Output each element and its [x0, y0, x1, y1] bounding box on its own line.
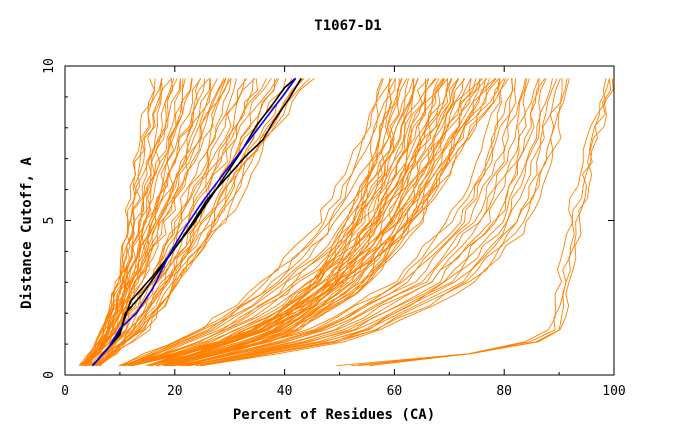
model-curve [336, 78, 607, 367]
model-curve [163, 78, 452, 367]
model-curve [86, 78, 227, 367]
model-curve [80, 78, 178, 367]
y-tick-label: 0 [42, 371, 57, 379]
model-curve [82, 78, 225, 367]
y-axis-label: Distance Cutoff, A [19, 157, 35, 309]
model-curve [120, 78, 408, 367]
model-curve [98, 78, 278, 367]
highlight-curves [91, 77, 302, 367]
model-curve [195, 78, 558, 367]
y-tick-label: 10 [42, 58, 57, 74]
model-curve [95, 78, 310, 367]
model-curve [124, 78, 466, 367]
model-curve [173, 78, 506, 367]
x-tick-label: 100 [602, 384, 625, 399]
model-curve [149, 78, 396, 367]
y-tick-label: 5 [42, 217, 57, 225]
highlight-curve [91, 77, 297, 367]
model-curve [96, 78, 272, 366]
model-curve [187, 78, 546, 367]
model-curve [123, 78, 453, 367]
model-curve [94, 78, 315, 367]
model-curve [156, 78, 430, 367]
model-curve [358, 78, 612, 367]
model-curve [183, 78, 526, 367]
model-curve [170, 78, 500, 367]
x-tick-label: 0 [61, 384, 69, 399]
model-curve [132, 78, 497, 367]
model-curve [118, 78, 393, 367]
x-tick-label: 80 [496, 384, 512, 399]
model-curve [182, 78, 517, 367]
model-curve [200, 78, 568, 367]
model-curve [186, 78, 540, 367]
axis-ticks: 0 20 40 60 80 100 0 5 10 [42, 58, 626, 399]
model-curve [156, 78, 444, 367]
model-curve [130, 78, 505, 367]
model-curve [166, 78, 460, 367]
model-curve [78, 78, 175, 366]
chart-title: T1067-D1 [314, 18, 381, 34]
model-curve [124, 78, 445, 367]
model-curve [123, 78, 446, 367]
model-curve [201, 78, 570, 367]
model-curve [94, 78, 232, 366]
model-curve [81, 78, 201, 367]
model-curve [86, 78, 174, 366]
model-curve [83, 78, 193, 366]
model-curve [162, 78, 464, 367]
model-curve [189, 78, 547, 367]
model-curve [171, 78, 477, 367]
model-curve [78, 78, 163, 367]
model-curve [96, 78, 246, 366]
model-curve [94, 78, 276, 366]
model-curve [97, 78, 305, 367]
model-curve [157, 78, 419, 367]
model-curve [169, 78, 500, 367]
model-curve [83, 78, 163, 366]
model-curve [164, 78, 449, 367]
model-curve [157, 78, 409, 367]
model-curve [145, 78, 391, 367]
model-curve [80, 78, 181, 367]
model-curve [200, 78, 563, 367]
model-curve [165, 78, 472, 367]
model-curve [122, 78, 414, 367]
model-curves [78, 78, 614, 367]
model-curve [96, 78, 287, 367]
model-curve [81, 78, 155, 366]
model-curve [369, 78, 614, 367]
model-curve [151, 78, 400, 367]
model-curve [92, 78, 297, 367]
x-tick-label: 40 [277, 384, 293, 399]
x-tick-label: 60 [387, 384, 403, 399]
model-curve [123, 78, 402, 367]
model-curve [156, 78, 426, 367]
model-curve [121, 78, 383, 367]
model-curve [95, 78, 268, 366]
model-curve [181, 78, 528, 367]
model-curve [99, 78, 304, 367]
model-curve [176, 78, 514, 367]
model-curve [171, 78, 501, 367]
model-curve [179, 78, 509, 367]
x-tick-label: 20 [167, 384, 183, 399]
model-curve [190, 78, 530, 367]
x-axis-label: Percent of Residues (CA) [233, 407, 435, 423]
